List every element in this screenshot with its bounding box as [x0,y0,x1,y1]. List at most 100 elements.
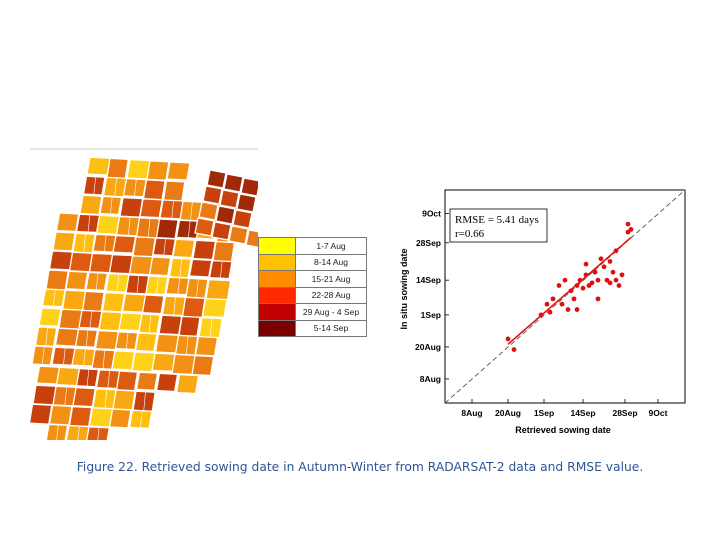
data-point [625,221,631,227]
data-point [583,261,589,267]
field-parcel [112,389,136,411]
field-division [190,201,193,221]
field-division [83,233,86,254]
data-point [616,283,622,288]
y-tick-label: 28Sep [416,238,441,248]
field-division [171,199,174,219]
field-division [97,426,100,440]
field-division [148,313,152,334]
field-division [41,345,45,366]
legend-row: 29 Aug - 4 Sep [258,303,367,321]
field-parcel [68,405,93,428]
field-parcel [41,288,66,308]
field-parcel [223,173,244,193]
field-division [56,424,59,440]
legend-label: 8-14 Aug [295,253,367,271]
field-division [77,425,80,440]
field-parcel [45,269,69,291]
data-point [511,347,517,352]
field-division [127,216,131,236]
field-parcel [245,229,258,248]
field-parcel [65,424,91,440]
legend-row: 1-7 Aug [258,237,367,255]
field-parcel [155,372,179,393]
field-division [143,391,146,412]
legend-label: 1-7 Aug [295,237,367,255]
field-parcel [181,296,206,319]
field-parcel [228,225,249,245]
legend-row: 22-28 Aug [258,286,367,304]
legend-label: 29 Aug - 4 Sep [295,303,367,321]
y-tick-label: 14Sep [416,275,441,285]
sowing-date-map [30,148,258,440]
field-division [102,349,106,370]
field-parcel [98,310,123,332]
field-division [103,234,107,253]
data-point [562,277,568,283]
r-label: r=0.66 [455,228,485,240]
field-parcel [99,195,123,216]
field-division [86,368,90,387]
field-parcel [106,157,130,180]
field-parcel [141,294,165,315]
field-parcel [206,169,227,189]
field-parcel [111,350,136,371]
field-division [53,288,56,307]
x-tick-label: 8Aug [461,408,482,418]
field-parcel [102,176,128,198]
field-parcel [86,156,112,176]
field-parcel [202,185,223,205]
data-point [580,285,586,291]
field-division [136,274,140,294]
data-point [538,312,544,318]
data-point [577,277,583,283]
field-parcel [172,238,196,259]
data-point [619,272,625,278]
data-point [550,296,556,302]
legend-label: 22-28 Aug [295,286,367,304]
y-tick-label: 8Aug [420,374,441,384]
field-division [147,217,151,239]
field-parcel [162,180,186,202]
field-division [109,196,113,215]
field-parcel [219,189,240,209]
field-parcel [201,297,228,319]
field-parcel [119,196,144,218]
field-parcel [152,237,177,257]
field-parcel [134,332,158,353]
legend-row: 8-14 Aug [258,253,367,271]
field-parcel [205,278,232,301]
data-point [565,307,571,312]
x-tick-label: 20Aug [495,408,521,418]
field-parcel [82,175,106,196]
data-point [583,272,589,278]
field-parcel [85,271,109,292]
field-parcel [48,404,73,426]
legend-swatch [258,319,296,337]
field-parcel [55,366,81,387]
field-parcel [178,315,201,338]
field-division [64,386,68,406]
field-parcel [72,386,97,408]
field-parcel [95,214,121,235]
field-parcel [108,408,132,429]
legend-swatch [258,270,296,288]
legend-row: 15-21 Aug [258,270,367,288]
field-parcel [128,409,153,430]
field-parcel [32,384,58,406]
field-division [125,331,129,350]
field-parcel [74,328,99,348]
field-parcel [38,307,62,327]
field-division [93,176,97,196]
x-tick-label: 14Sep [570,408,595,418]
field-division [107,369,111,389]
data-point [595,296,601,302]
data-point [628,227,634,232]
field-parcel [188,258,213,278]
field-parcel [198,201,219,221]
sowing-date-legend: 1-7 Aug 8-14 Aug 15-21 Aug 22-28 Aug 29 Aug … [258,237,367,337]
field-division [95,272,99,291]
field-division [116,273,120,293]
field-parcel [155,218,179,240]
field-parcel [114,331,139,351]
